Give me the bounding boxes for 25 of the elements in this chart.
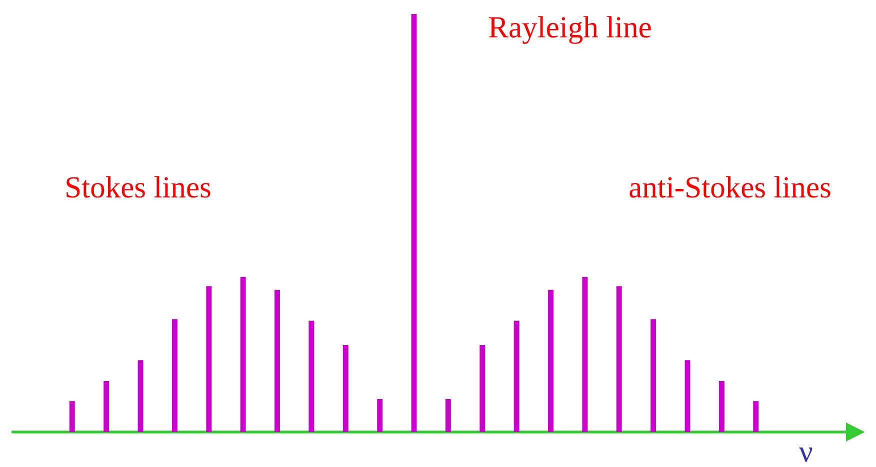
bar: [616, 286, 622, 432]
bar: [514, 320, 520, 432]
bar: [274, 290, 280, 432]
bar: [753, 401, 759, 432]
annotation: anti-Stokes lines: [630, 176, 830, 198]
annotation: Stokes lines: [66, 176, 210, 198]
x-axis-title: ν: [799, 448, 812, 462]
bar: [377, 398, 383, 432]
bar: [138, 360, 144, 432]
bar: [206, 286, 212, 432]
bar: [548, 290, 554, 432]
bar: [69, 401, 75, 432]
bar: [480, 345, 486, 432]
bar: [172, 319, 178, 432]
bar: [411, 14, 417, 432]
bar: [650, 319, 656, 432]
bar: [582, 276, 588, 432]
bar: [104, 381, 110, 432]
bar: [240, 276, 246, 432]
bar: [342, 345, 348, 432]
bar: [684, 360, 690, 432]
bar: [718, 381, 724, 432]
bar: [308, 320, 314, 432]
annotation: Rayleigh line: [488, 16, 651, 44]
bar: [445, 398, 451, 432]
